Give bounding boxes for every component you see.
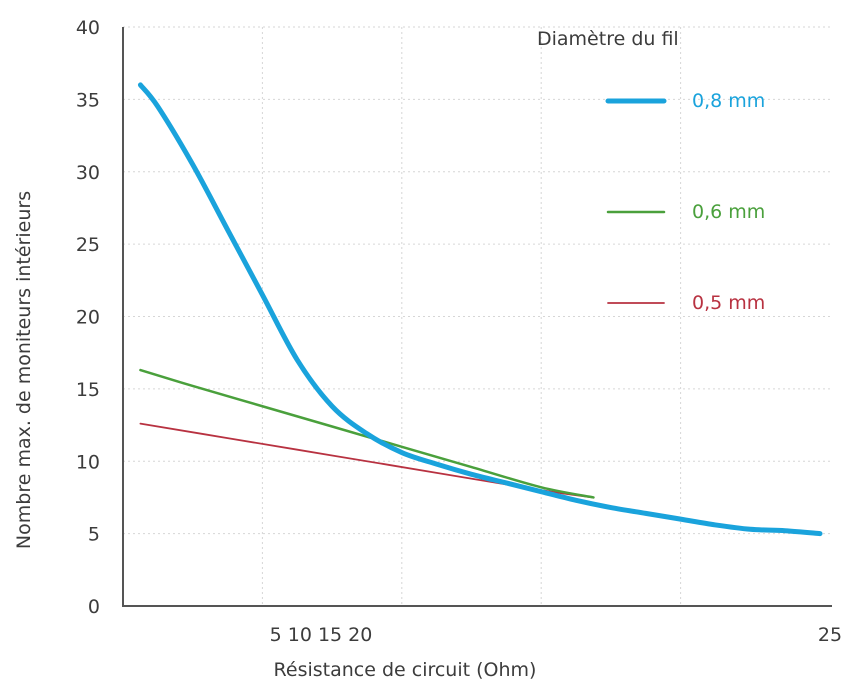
y-tick-label: 35 <box>76 89 100 111</box>
x-tick-label-5-20: 5 10 15 20 <box>270 624 373 646</box>
y-tick-label: 10 <box>76 451 100 473</box>
series-line-0 <box>137 82 823 537</box>
legend: 0,8 mm 0,6 mm 0,5 mm <box>605 90 765 314</box>
y-tick-labels: 0 5 10 15 20 25 30 35 40 <box>76 17 100 618</box>
y-tick-label: 20 <box>76 307 100 329</box>
y-tick-label: 0 <box>88 596 100 618</box>
grid-lines <box>123 26 830 606</box>
legend-label: 0,8 mm <box>692 90 765 112</box>
x-tick-label-25: 25 <box>818 624 842 646</box>
y-tick-label: 40 <box>76 17 100 39</box>
y-axis-title: Nombre max. de moniteurs intérieurs <box>13 191 35 549</box>
series-lines <box>137 82 823 537</box>
y-tick-label: 25 <box>76 234 100 256</box>
legend-label: 0,5 mm <box>692 292 765 314</box>
y-tick-label: 15 <box>76 379 100 401</box>
y-tick-label: 5 <box>88 524 100 546</box>
legend-title: Diamètre du fil <box>537 28 679 50</box>
legend-label: 0,6 mm <box>692 201 765 223</box>
y-tick-label: 30 <box>76 162 100 184</box>
x-axis-title: Résistance de circuit (Ohm) <box>274 659 537 681</box>
